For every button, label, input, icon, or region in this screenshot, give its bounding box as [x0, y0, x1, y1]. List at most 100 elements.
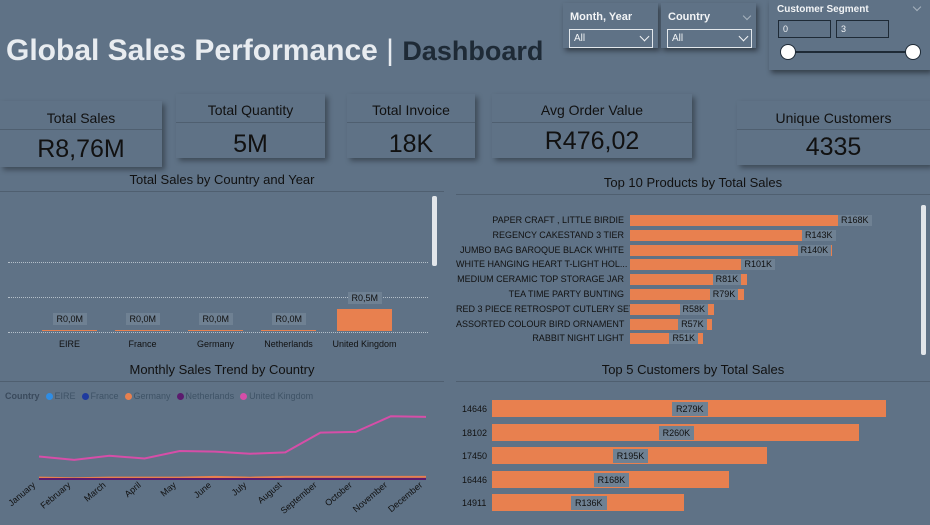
legend-item: Netherlands [176, 391, 235, 401]
bar-value-label: R79K [709, 289, 739, 300]
kpi-value: 18K [388, 130, 434, 158]
country-year-chart: R0,0M EIRE R0,0M France R0,0M Germany R0,0M Net… [0, 196, 430, 356]
kpi-label: Avg Order Value [540, 102, 644, 118]
customer-segment-slicer: Customer Segment 0 3 [769, 0, 930, 70]
chevron-down-icon [738, 31, 749, 42]
segment-min-value: 0 [783, 24, 789, 34]
bar[interactable] [261, 330, 316, 331]
y-tick-label: 14911 [462, 498, 487, 508]
y-tick-label: MEDIUM CERAMIC TOP STORAGE JAR [457, 274, 624, 285]
bar-value-label: R0,0M [125, 313, 161, 325]
bar-value-label: R81K [712, 274, 742, 286]
legend-label: Germany [133, 391, 171, 401]
y-tick-label: 17450 [462, 451, 488, 461]
segment-max-input[interactable]: 3 [836, 20, 889, 38]
chevron-down-icon[interactable] [912, 2, 922, 12]
divider [456, 381, 930, 382]
y-tick-label: 18102 [462, 427, 488, 438]
legend-dot-icon [81, 393, 89, 400]
segment-min-input[interactable]: 0 [778, 20, 831, 38]
bar-value-label: R195K [612, 449, 649, 463]
x-tick-label: August [256, 480, 284, 506]
top-products-chart: PAPER CRAFT , LITTLE BIRDIE R168K REGENCY … [456, 212, 916, 347]
chart-title-top-products: Top 10 Products by Total Sales [603, 175, 783, 190]
bar-value-label: R0,5M [347, 291, 383, 304]
y-tick-label: PAPER CRAFT , LITTLE BIRDIE [492, 215, 624, 225]
bar[interactable] [630, 303, 714, 315]
month-year-label: Month, Year [570, 11, 633, 23]
legend-label: EIRE [54, 391, 76, 401]
month-year-dropdown[interactable]: All [569, 29, 653, 48]
series-line[interactable] [38, 475, 426, 480]
x-tick-label: October [323, 480, 354, 508]
bar-value-label: R260K [658, 425, 695, 440]
x-tick-label: United Kingdom [332, 339, 397, 349]
x-tick-label: France [128, 339, 157, 349]
legend-dot-icon [45, 393, 53, 400]
bar[interactable] [630, 244, 832, 256]
bar[interactable] [115, 330, 170, 331]
bar[interactable] [630, 289, 744, 300]
series-line[interactable] [38, 415, 427, 461]
bar-value-label: R51K [669, 333, 698, 345]
kpi-total-sales: Total Sales R8,76M [0, 101, 162, 167]
bar[interactable] [42, 330, 97, 331]
divider [456, 194, 930, 195]
kpi-value: 4335 [805, 133, 862, 161]
bar-value-label: R0,0M [52, 313, 88, 325]
country-label: Country [668, 11, 711, 23]
bar[interactable] [630, 274, 747, 286]
y-tick-label: WHITE HANGING HEART T-LIGHT HOL... [456, 259, 628, 270]
divider [0, 129, 162, 130]
y-tick-label: 14646 [462, 404, 488, 414]
segment-slider-max-handle[interactable] [905, 44, 921, 60]
country-chart-scrollbar[interactable] [432, 196, 437, 266]
bar-value-label: R136K [571, 496, 607, 510]
chart-title-top-customers: Top 5 Customers by Total Sales [601, 362, 785, 377]
gridline [8, 297, 428, 298]
kpi-label: Total Sales [46, 110, 116, 126]
kpi-value: 5M [233, 130, 268, 158]
divider [492, 122, 692, 123]
divider [737, 129, 930, 130]
country-value: All [672, 33, 684, 44]
y-tick-label: ASSORTED COLOUR BIRD ORNAMENT [456, 318, 625, 329]
divider [0, 191, 444, 192]
x-tick-label: EIRE [58, 339, 80, 349]
legend-item: United Kingdom [240, 391, 313, 401]
country-slicer: Country All [661, 3, 756, 48]
products-chart-scrollbar[interactable] [921, 205, 926, 355]
legend-label: Netherlands [185, 391, 235, 401]
chart-title-country-year: Total Sales by Country and Year [129, 172, 315, 187]
bar-value-label: R101K [741, 259, 776, 271]
x-tick-label: Germany [196, 339, 234, 349]
kpi-value: R476,02 [544, 127, 640, 155]
bar[interactable] [630, 215, 872, 226]
bar-value-label: R168K [838, 215, 872, 226]
y-tick-label: 16446 [462, 474, 488, 485]
bar[interactable] [630, 318, 713, 330]
kpi-total-invoice: Total Invoice 18K [347, 94, 475, 158]
x-tick-label: July [230, 480, 249, 498]
gridline [8, 262, 428, 263]
bar[interactable] [630, 259, 776, 271]
segment-slider-track[interactable] [787, 51, 915, 53]
x-tick-label: January [6, 480, 37, 509]
x-tick-label: November [351, 480, 389, 514]
legend-dot-icon [124, 393, 132, 400]
bar[interactable] [630, 333, 704, 345]
legend-label: United Kingdom [249, 391, 314, 401]
bar-value-label: R0,0M [271, 313, 307, 325]
bar[interactable] [188, 330, 243, 331]
kpi-label: Total Quantity [207, 102, 294, 118]
segment-slider-min-handle[interactable] [780, 44, 796, 60]
bar[interactable] [337, 308, 392, 331]
bar[interactable] [630, 229, 836, 241]
x-tick-label: June [192, 480, 213, 500]
chevron-down-icon[interactable] [742, 11, 752, 21]
dashboard-title: Global Sales Performance [6, 34, 378, 67]
y-tick-label: JUMBO BAG BAROQUE BLACK WHITE [459, 244, 624, 255]
country-dropdown[interactable]: All [667, 29, 752, 48]
month-year-value: All [574, 33, 586, 44]
title-separator: | [386, 34, 394, 67]
